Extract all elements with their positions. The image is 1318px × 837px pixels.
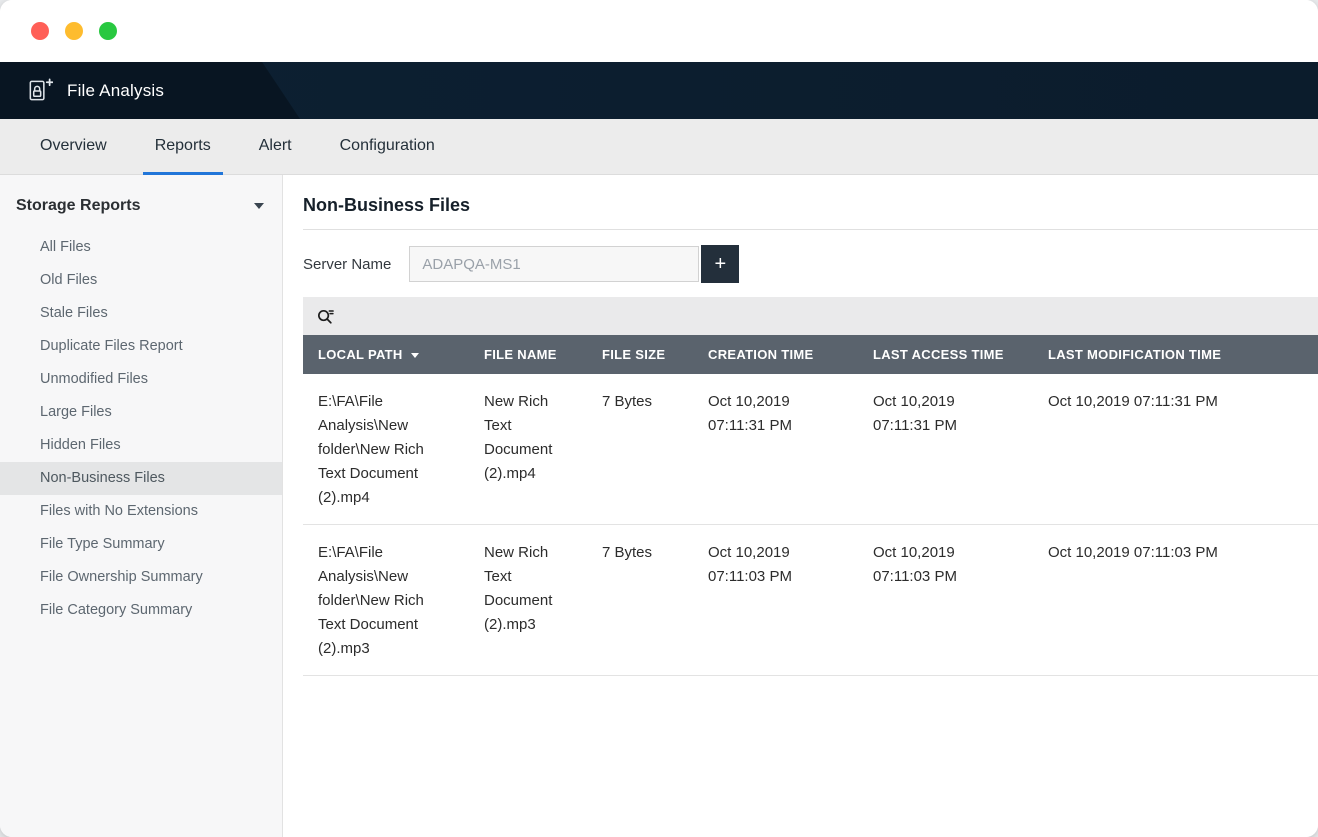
- server-name-row: Server Name +: [303, 245, 1318, 283]
- sort-desc-icon: [410, 353, 419, 359]
- main-content: Non-Business Files Server Name +: [283, 175, 1318, 837]
- page-title-row: Non-Business Files: [303, 195, 1318, 230]
- window-titlebar: [0, 0, 1318, 62]
- sidebar-section-storage-reports[interactable]: Storage Reports: [0, 197, 282, 231]
- sidebar-item-file-type-summary[interactable]: File Type Summary: [40, 536, 165, 552]
- page-title: Non-Business Files: [303, 195, 471, 215]
- close-button[interactable]: [31, 22, 49, 40]
- table-cell: New Rich Text Document (2).mp4: [469, 374, 587, 525]
- sidebar-item-non-business-files[interactable]: Non-Business Files: [0, 462, 282, 495]
- table-cell: Oct 10,2019 07:11:03 PM: [858, 524, 1033, 676]
- table-cell: Oct 10,2019 07:11:03 PM: [693, 524, 858, 676]
- table-row[interactable]: E:\FA\File Analysis\New folder\New Rich …: [303, 374, 1318, 525]
- tab-overview[interactable]: Overview: [40, 136, 107, 154]
- table-cell: Oct 10,2019 07:11:31 PM: [858, 374, 1033, 525]
- sidebar-item-all-files[interactable]: All Files: [40, 239, 91, 255]
- sidebar-section-title: Storage Reports: [16, 197, 141, 214]
- server-name-input[interactable]: [409, 246, 700, 282]
- tab-bar: Overview Reports Alert Configuration: [0, 119, 1318, 175]
- sidebar-items: All Files Old Files Stale Files Duplicate F…: [0, 231, 282, 627]
- table-cell: E:\FA\File Analysis\New folder\New Rich …: [303, 374, 469, 525]
- column-header-file-name[interactable]: FILE NAME: [469, 335, 587, 374]
- table-cell: E:\FA\File Analysis\New folder\New Rich …: [303, 524, 469, 676]
- table-row[interactable]: E:\FA\File Analysis\New folder\New Rich …: [303, 524, 1318, 676]
- sidebar-item-large-files[interactable]: Large Files: [40, 404, 112, 420]
- files-table: LOCAL PATH FILE NAME FILE SIZE CREATION …: [303, 335, 1318, 676]
- table-toolbar: [303, 297, 1318, 335]
- minimize-button[interactable]: [65, 22, 83, 40]
- sidebar: Storage Reports All Files Old Files Stale …: [0, 175, 283, 837]
- table-cell: Oct 10,2019 07:11:31 PM: [1033, 374, 1318, 525]
- sidebar-item-files-with-no-extensions[interactable]: Files with No Extensions: [40, 503, 198, 519]
- sidebar-item-stale-files[interactable]: Stale Files: [40, 305, 108, 321]
- sidebar-item-file-ownership-summary[interactable]: File Ownership Summary: [40, 569, 203, 585]
- tab-configuration[interactable]: Configuration: [339, 136, 435, 154]
- search-filter-icon[interactable]: [316, 307, 335, 326]
- app-header: File Analysis: [0, 62, 1318, 119]
- sidebar-item-file-category-summary[interactable]: File Category Summary: [40, 602, 193, 618]
- column-header-file-size[interactable]: FILE SIZE: [587, 335, 693, 374]
- sidebar-item-duplicate-files-report[interactable]: Duplicate Files Report: [40, 338, 183, 354]
- tab-reports[interactable]: Reports: [142, 119, 223, 175]
- table-header: LOCAL PATH FILE NAME FILE SIZE CREATION …: [303, 335, 1318, 374]
- table-cell: 7 Bytes: [587, 374, 693, 525]
- table-body: E:\FA\File Analysis\New folder\New Rich …: [303, 374, 1318, 676]
- column-header-creation-time[interactable]: CREATION TIME: [693, 335, 858, 374]
- table-cell: New Rich Text Document (2).mp3: [469, 524, 587, 676]
- table-cell: Oct 10,2019 07:11:03 PM: [1033, 524, 1318, 676]
- sidebar-item-unmodified-files[interactable]: Unmodified Files: [40, 371, 148, 387]
- table-cell: 7 Bytes: [587, 524, 693, 676]
- zoom-button[interactable]: [99, 22, 117, 40]
- column-header-local-path[interactable]: LOCAL PATH: [303, 335, 469, 374]
- column-header-label: LOCAL PATH: [318, 347, 403, 362]
- file-analysis-app-icon: [26, 77, 53, 104]
- add-server-button[interactable]: +: [701, 245, 740, 283]
- server-name-label: Server Name: [303, 255, 392, 273]
- column-header-last-modification-time[interactable]: LAST MODIFICATION TIME: [1033, 335, 1318, 374]
- sidebar-item-old-files[interactable]: Old Files: [40, 272, 98, 288]
- table-cell: Oct 10,2019 07:11:31 PM: [693, 374, 858, 525]
- tab-alert[interactable]: Alert: [258, 136, 292, 154]
- sidebar-item-hidden-files[interactable]: Hidden Files: [40, 437, 121, 453]
- chevron-down-icon: [254, 203, 264, 209]
- column-header-last-access-time[interactable]: LAST ACCESS TIME: [858, 335, 1033, 374]
- app-title: File Analysis: [67, 80, 165, 100]
